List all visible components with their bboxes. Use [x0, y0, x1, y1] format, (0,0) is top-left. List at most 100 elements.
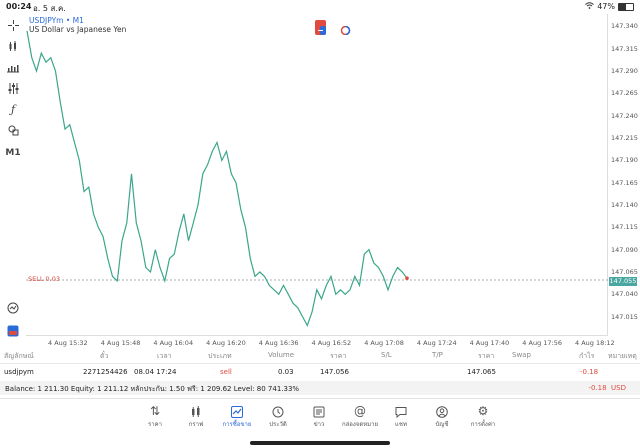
y-tick-label: 147.040 — [611, 290, 638, 299]
price-chart[interactable]: USDJPYm • M1 US Dollar vs Japanese Yen S… — [26, 14, 638, 347]
y-tick-label: 147.015 — [611, 312, 638, 321]
trade-button-icon[interactable] — [5, 300, 21, 316]
tab-chat[interactable]: แชท — [381, 403, 421, 429]
col-header-time: เวลา — [157, 352, 172, 360]
x-tick-label: 4 Aug 16:20 — [206, 339, 246, 347]
tab-news[interactable]: ข่าว — [299, 403, 339, 429]
trade-panel: สัญลักษณ์ ตั๋ว เวลา ประเภท Volume ราคา S… — [0, 348, 640, 396]
row-ticket: 2271254426 — [83, 368, 128, 376]
sell-position-label[interactable]: SELL 0.03 — [28, 275, 61, 283]
col-header-swap: Swap — [512, 351, 531, 359]
symbol-name: USDJPYm — [29, 16, 64, 25]
battery-percent: 47% — [597, 2, 615, 11]
x-tick-label: 4 Aug 17:08 — [364, 339, 404, 347]
tab-settings[interactable]: ⚙ การตั้งค่า — [463, 403, 503, 429]
tab-label: ราคา — [148, 421, 162, 428]
table-divider — [0, 363, 640, 364]
y-tick-label: 147.090 — [611, 245, 638, 254]
tab-charts[interactable]: กราฟ — [176, 403, 216, 429]
balance-profit: -0.18 USD — [588, 384, 626, 392]
y-tick-label: 147.315 — [611, 44, 638, 53]
home-indicator[interactable] — [250, 441, 390, 445]
col-header-ticket: ตั๋ว — [100, 352, 109, 360]
status-date: อ. 5 ส.ค. — [33, 4, 66, 13]
history-icon — [258, 403, 298, 419]
row-type: sell — [220, 368, 232, 376]
col-header-comment: หมายเหตุ — [608, 352, 637, 360]
col-header-open-price: ราคา — [330, 352, 347, 360]
tab-label: ข่าว — [313, 421, 325, 428]
x-tick-label: 4 Aug 17:56 — [522, 339, 562, 347]
trade-icon — [217, 403, 257, 419]
y-tick-label: 147.140 — [611, 201, 638, 209]
col-header-type: ประเภท — [208, 352, 232, 360]
row-open-price: 147.056 — [320, 368, 349, 376]
tab-label: การตั้งค่า — [470, 421, 496, 428]
mailbox-icon: @ — [354, 404, 366, 418]
tab-trade[interactable]: การซื้อขาย — [217, 403, 257, 429]
y-tick-label: 147.265 — [611, 89, 638, 98]
one-click-buy-icon[interactable] — [340, 20, 351, 36]
price-series-line — [26, 30, 408, 327]
settings-icon: ⚙ — [477, 404, 489, 418]
indicators-icon[interactable] — [5, 59, 21, 75]
y-tick-label: 147.340 — [611, 22, 638, 31]
col-header-tp: T/P — [432, 351, 443, 359]
x-tick-label: 4 Aug 17:40 — [469, 339, 510, 347]
col-header-symbol: สัญลักษณ์ — [4, 352, 34, 360]
last-price-marker — [405, 276, 409, 281]
tab-quotes[interactable]: ⇅ ราคา — [135, 403, 175, 429]
price-line-svg — [26, 30, 608, 327]
col-header-sl: S/L — [381, 351, 392, 359]
balance-profit-value: -0.18 — [588, 384, 607, 392]
function-icon[interactable]: ƒ — [10, 102, 16, 116]
news-icon — [299, 403, 339, 419]
row-current-price: 147.065 — [467, 368, 496, 376]
one-click-sell-icon[interactable] — [315, 20, 326, 35]
col-header-profit: กำไร — [579, 352, 595, 360]
tab-account[interactable]: บัญชี — [422, 403, 462, 429]
tab-label: กราฟ — [188, 421, 204, 428]
y-tick-label: 147.290 — [611, 67, 638, 76]
row-volume: 0.03 — [278, 368, 294, 376]
symbol-timeframe: • M1 — [63, 16, 84, 25]
x-tick-label: 4 Aug 16:52 — [311, 339, 352, 347]
tab-label: บัญชี — [435, 421, 449, 428]
settings-sliders-icon[interactable] — [5, 80, 21, 96]
x-tick-label: 4 Aug 16:04 — [153, 339, 194, 347]
quotes-icon: ⇅ — [149, 404, 161, 418]
tab-mailbox[interactable]: @ กล่องจดหมาย — [340, 403, 380, 429]
chart-plot-area[interactable] — [26, 14, 608, 336]
status-bar: 00:24 อ. 5 ส.ค. 47% — [0, 0, 640, 14]
y-tick-label: 147.190 — [611, 156, 638, 165]
chart-type-icon[interactable] — [5, 38, 21, 54]
row-symbol: usdjpym — [4, 368, 34, 376]
status-time: 00:24 — [6, 2, 32, 11]
symbol-description: US Dollar vs Japanese Yen — [29, 25, 127, 34]
tab-label: แชท — [395, 421, 407, 428]
crosshair-icon[interactable] — [5, 17, 21, 33]
col-header-price: ราคา — [478, 352, 495, 360]
timeframe-button[interactable]: M1 — [5, 148, 21, 158]
y-tick-label: 147.215 — [611, 134, 638, 143]
x-tick-label: 4 Aug 17:24 — [416, 339, 457, 347]
battery-icon — [618, 2, 634, 11]
tab-label: กล่องจดหมาย — [341, 421, 379, 428]
y-tick-label: 147.165 — [611, 178, 638, 187]
balance-currency: USD — [611, 384, 626, 392]
one-click-trading-icon[interactable] — [5, 323, 21, 339]
y-tick-label: 147.065 — [611, 267, 638, 276]
charts-icon — [176, 403, 216, 419]
tab-history[interactable]: ประวัติ — [258, 403, 298, 429]
row-profit: -0.18 — [580, 368, 599, 376]
bottom-tab-bar: ⇅ ราคา กราฟ การซื้อขาย ประวัติ ข่าว @ กล่อ… — [0, 398, 640, 448]
objects-icon[interactable] — [5, 122, 21, 138]
balance-text: Balance: 1 211.30 Equity: 1 211.12 หลักป… — [5, 385, 300, 393]
x-tick-label: 4 Aug 16:36 — [258, 339, 299, 347]
tab-label: ประวัติ — [269, 421, 287, 428]
x-tick-label: 4 Aug 15:32 — [48, 339, 88, 347]
tab-label: การซื้อขาย — [222, 421, 252, 428]
current-price-box: 147.055 — [609, 277, 637, 286]
wifi-icon — [585, 2, 595, 11]
balance-bar: Balance: 1 211.30 Equity: 1 211.12 หลักป… — [0, 381, 640, 395]
